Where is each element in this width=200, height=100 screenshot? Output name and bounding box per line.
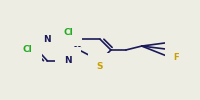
Text: N: N [44, 35, 51, 44]
Text: S: S [97, 62, 103, 71]
Text: F: F [173, 53, 179, 62]
Text: F: F [175, 46, 181, 54]
Text: Cl: Cl [23, 46, 32, 54]
Text: Cl: Cl [63, 28, 73, 37]
Text: F: F [173, 38, 179, 47]
Text: N: N [64, 56, 72, 65]
